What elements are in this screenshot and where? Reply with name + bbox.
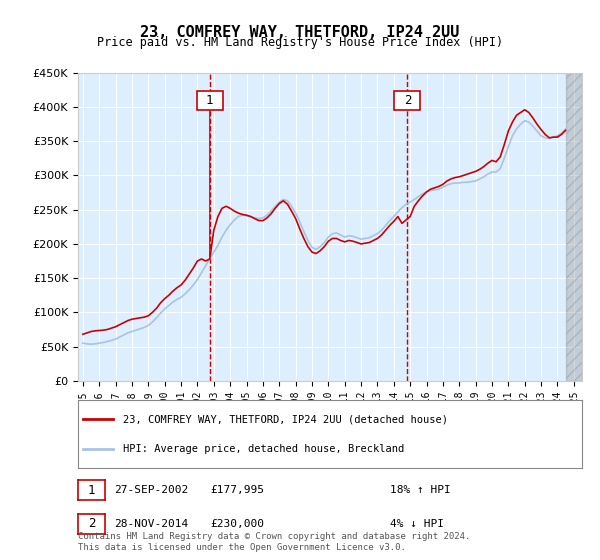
Bar: [566, 73, 582, 381]
Text: 2: 2: [88, 517, 95, 530]
Text: 23, COMFREY WAY, THETFORD, IP24 2UU (detached house): 23, COMFREY WAY, THETFORD, IP24 2UU (det…: [124, 414, 448, 424]
FancyBboxPatch shape: [197, 91, 223, 110]
Text: 27-SEP-2002: 27-SEP-2002: [114, 485, 188, 495]
Text: Price paid vs. HM Land Registry's House Price Index (HPI): Price paid vs. HM Land Registry's House …: [97, 36, 503, 49]
Text: £177,995: £177,995: [210, 485, 264, 495]
Text: 18% ↑ HPI: 18% ↑ HPI: [390, 485, 451, 495]
Text: HPI: Average price, detached house, Breckland: HPI: Average price, detached house, Brec…: [124, 444, 404, 454]
Text: Contains HM Land Registry data © Crown copyright and database right 2024.
This d: Contains HM Land Registry data © Crown c…: [78, 532, 470, 552]
Text: 1: 1: [206, 95, 214, 108]
Text: 23, COMFREY WAY, THETFORD, IP24 2UU: 23, COMFREY WAY, THETFORD, IP24 2UU: [140, 25, 460, 40]
Text: 28-NOV-2014: 28-NOV-2014: [114, 519, 188, 529]
FancyBboxPatch shape: [394, 91, 421, 110]
Text: 4% ↓ HPI: 4% ↓ HPI: [390, 519, 444, 529]
Text: 2: 2: [404, 95, 411, 108]
Text: 1: 1: [88, 483, 95, 497]
Text: £230,000: £230,000: [210, 519, 264, 529]
